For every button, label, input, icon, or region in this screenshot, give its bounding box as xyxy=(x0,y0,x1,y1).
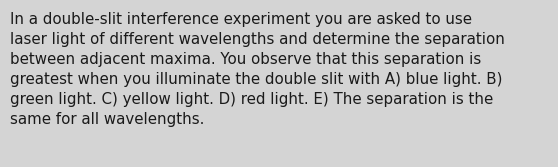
Text: In a double-slit interference experiment you are asked to use
laser light of dif: In a double-slit interference experiment… xyxy=(10,12,505,127)
